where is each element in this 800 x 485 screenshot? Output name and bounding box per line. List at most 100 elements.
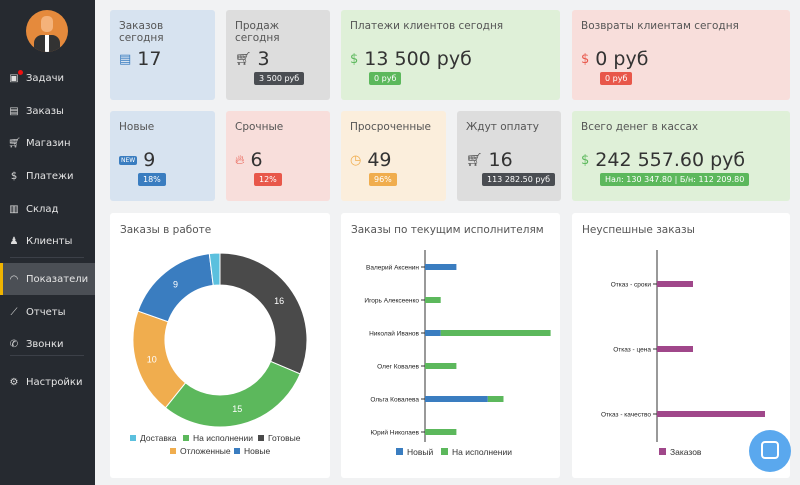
value-text: 16	[488, 149, 513, 171]
slice-label: 15	[232, 404, 242, 414]
sidebar-item-label: Настройки	[26, 376, 83, 388]
avatar[interactable]	[26, 10, 68, 52]
dollar-icon: $	[581, 152, 590, 168]
card-value: ◷ 49	[350, 149, 392, 171]
bar	[425, 297, 441, 303]
legend-swatch	[441, 448, 448, 455]
value-text: 49	[367, 149, 392, 171]
legend-label: На исполнении	[452, 447, 512, 457]
sidebar-item-label: Показатели	[26, 273, 89, 285]
sidebar-item-0[interactable]: ▣ Задачи	[0, 62, 95, 94]
sidebar-item-label: Клиенты	[26, 235, 73, 247]
card-badge: 96%	[369, 173, 397, 186]
card-badge: 0 руб	[369, 72, 402, 85]
card-title: Срочные	[235, 121, 284, 133]
category-label: Отказ - качество	[601, 412, 651, 419]
chat-icon	[761, 441, 779, 459]
legend-label: Отложенные	[180, 446, 231, 456]
donut-chart: 16 15 10 9 Доставка На исполнении Готовые Отлож…	[130, 252, 308, 456]
legend-swatch	[130, 435, 136, 441]
card-value: ▤ 17	[119, 48, 161, 70]
stat-card[interactable]: Всего денег в кассах $242 557.60 руб Нал: …	[572, 111, 790, 201]
cart-icon: 🛒︎	[235, 51, 252, 67]
card-value: 🔥︎ 6	[235, 149, 263, 171]
sidebar-item-7[interactable]: ⟋ Отчеты	[0, 296, 95, 328]
card-title: Ждут оплату	[466, 121, 540, 133]
inbox-icon: ▤	[119, 51, 132, 67]
failed-orders-bar-chart: Отказ - сроки Отказ - цена Отказ - качеств…	[601, 250, 765, 457]
donut-slice	[164, 360, 301, 428]
card-value: $0 руб	[581, 48, 648, 70]
stat-card[interactable]: Новые NEW 9 18%	[110, 111, 215, 201]
card-title: Новые	[119, 121, 155, 133]
fire-icon: 🔥︎	[235, 152, 245, 168]
sidebar-item-label: Заказы	[26, 105, 64, 117]
category-label: Олег Ковалев	[377, 364, 419, 371]
card-title: Просроченные	[350, 121, 431, 133]
executors-panel: Заказы по текущим исполнителям Валерий А…	[341, 213, 560, 478]
legend-label: Новые	[244, 446, 270, 456]
slice-label: 9	[173, 280, 178, 290]
sidebar-item-label: Отчеты	[26, 306, 66, 318]
stat-card[interactable]: Возвраты клиентам сегодня $0 руб 0 руб	[572, 10, 790, 100]
category-label: Николай Иванов	[369, 330, 419, 338]
value-text: 6	[250, 149, 263, 171]
stat-card[interactable]: Заказов сегодня ▤ 17	[110, 10, 215, 100]
sidebar-item-1[interactable]: ▤ Заказы	[0, 95, 95, 127]
legend-swatch	[396, 448, 403, 455]
card-title: Всего денег в кассах	[581, 121, 699, 133]
sidebar-item-5[interactable]: ♟ Клиенты	[0, 225, 95, 257]
card-badge: 0 руб	[600, 72, 633, 85]
sidebar-item-label: Задачи	[26, 72, 64, 84]
chat-button[interactable]	[749, 430, 791, 472]
divider	[10, 257, 84, 258]
divider	[10, 355, 84, 356]
sidebar-item-8[interactable]: ✆ Звонки	[0, 328, 95, 360]
notification-dot	[18, 69, 23, 75]
value-text: 9	[143, 149, 156, 171]
slice-label: 10	[147, 354, 157, 364]
legend-swatch	[170, 448, 176, 454]
stat-card[interactable]: Ждут оплату 🛒︎ 16 113 282.50 руб	[457, 111, 561, 201]
legend-label: Заказов	[670, 447, 702, 457]
category-label: Отказ - сроки	[611, 282, 652, 289]
sidebar-item-6[interactable]: ◠ Показатели	[0, 263, 95, 295]
card-title: Платежи клиентов сегодня	[350, 20, 504, 32]
category-label: Валерий Аксенин	[366, 264, 419, 272]
sidebar: ▣ Задачи ▤ Заказы 🛒︎ Магазин $ Платежи ▥ Склад ♟ Кл…	[0, 0, 95, 485]
bar	[657, 411, 765, 417]
executors-bar-chart: Валерий Аксенин Игорь Алексеенко Николай И…	[364, 250, 551, 457]
card-value: $242 557.60 руб	[581, 149, 745, 171]
category-label: Отказ - цена	[613, 347, 651, 354]
panel-title: Неуспешные заказы	[582, 224, 695, 236]
line-chart-icon: ⟋	[10, 306, 18, 318]
bar	[425, 330, 441, 336]
cart-icon: 🛒︎	[8, 137, 21, 149]
legend-swatch	[258, 435, 264, 441]
sidebar-item-9[interactable]: ⚙ Настройки	[0, 366, 95, 398]
stat-card[interactable]: Срочные 🔥︎ 6 12%	[226, 111, 330, 201]
legend-label: Готовые	[268, 433, 301, 443]
sidebar-item-3[interactable]: $ Платежи	[0, 160, 95, 192]
card-title: Возвраты клиентам сегодня	[581, 20, 739, 32]
stat-card[interactable]: Просроченные ◷ 49 96%	[341, 111, 446, 201]
value-text: 17	[137, 48, 162, 70]
bar	[657, 346, 693, 352]
legend-swatch	[659, 448, 666, 455]
sidebar-item-4[interactable]: ▥ Склад	[0, 193, 95, 225]
card-badge: 18%	[138, 173, 166, 186]
legend-label: Доставка	[140, 433, 177, 443]
stat-card[interactable]: Продаж сегодня 🛒︎ 3 3 500 руб	[226, 10, 330, 100]
category-label: Игорь Алексеенко	[364, 298, 419, 305]
new-icon: NEW	[119, 155, 138, 165]
sidebar-item-2[interactable]: 🛒︎ Магазин	[0, 127, 95, 159]
stat-card[interactable]: Платежи клиентов сегодня $13 500 руб 0 руб	[341, 10, 560, 100]
panel-title: Заказы по текущим исполнителям	[351, 224, 544, 236]
inbox-icon: ▤	[9, 105, 19, 117]
bar	[425, 264, 457, 270]
bar	[657, 281, 693, 287]
value-text: 3	[257, 48, 270, 70]
card-value: $13 500 руб	[350, 48, 472, 70]
value-text: 13 500 руб	[364, 48, 472, 70]
bar	[425, 429, 457, 435]
